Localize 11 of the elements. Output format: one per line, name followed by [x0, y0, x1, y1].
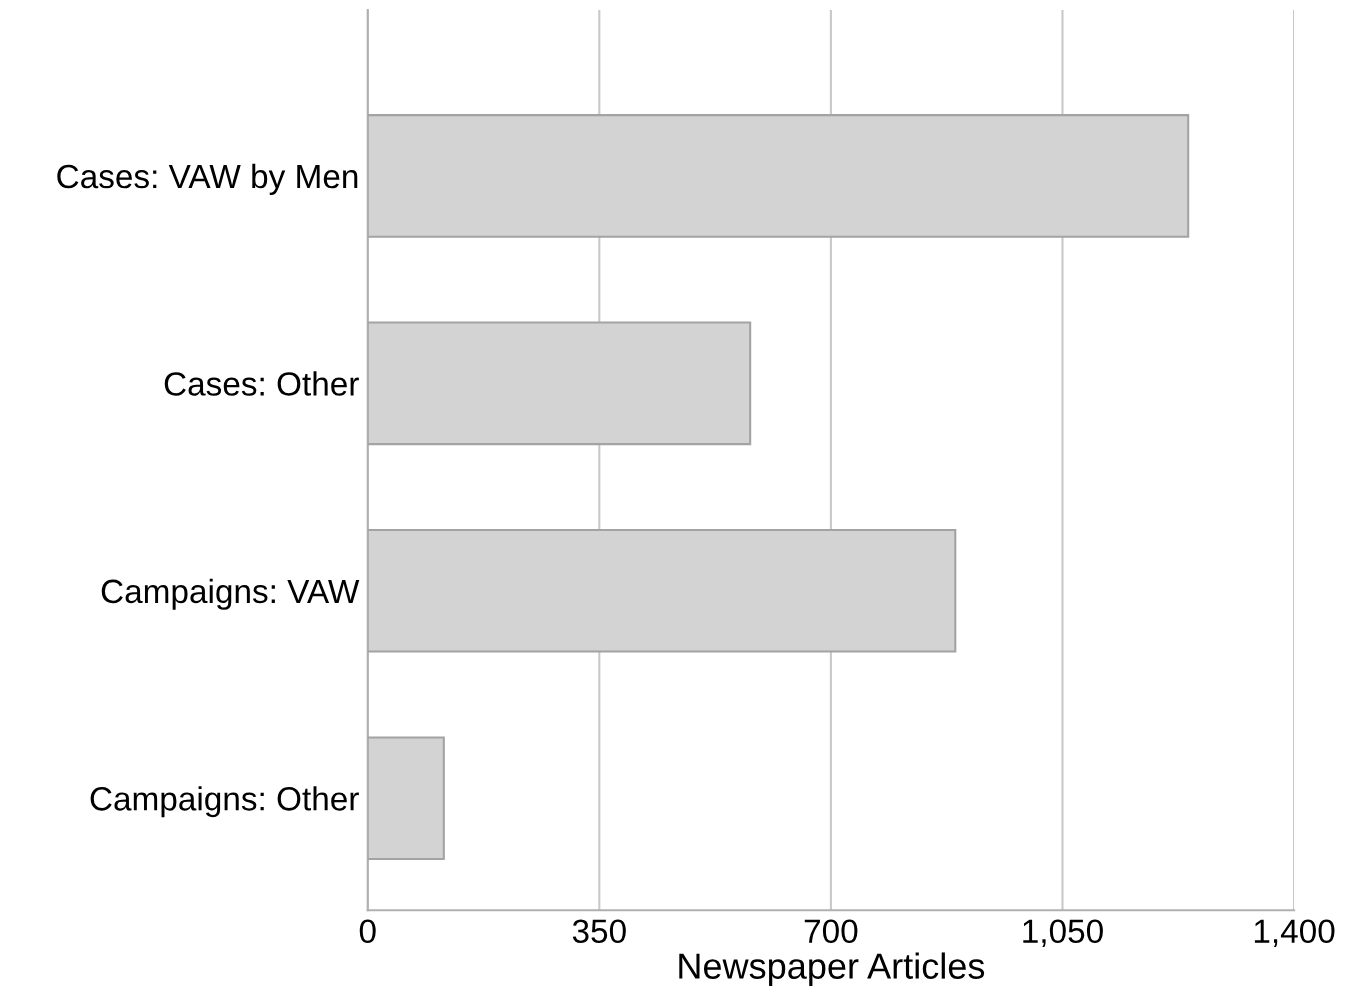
y-tick-label: Cases: VAW by Men	[57, 163, 358, 195]
x-tick-label: 1,400	[1254, 919, 1335, 948]
x-tick-label: 1,050	[1023, 919, 1103, 948]
y-tick-label: Campaigns: VAW	[101, 578, 360, 610]
bar	[367, 736, 445, 861]
x-axis-title: Newspaper Articles	[679, 952, 985, 987]
x-tick-label: 0	[359, 919, 376, 944]
y-tick-label: Cases: Other	[164, 371, 359, 396]
x-tick-label: 700	[804, 919, 858, 944]
x-tick-label: 350	[572, 919, 626, 944]
y-tick-label: Campaigns: Other	[90, 786, 359, 818]
